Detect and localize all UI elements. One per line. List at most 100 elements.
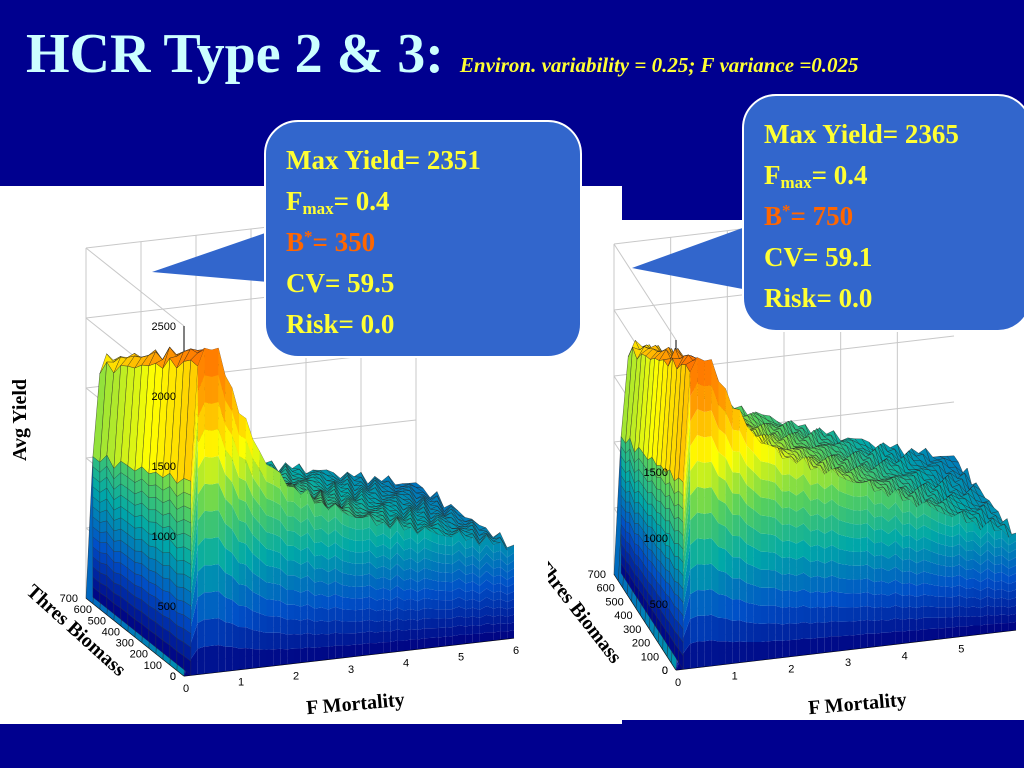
front-face-cell [349,644,356,657]
front-face-cell [994,538,1002,549]
front-face-cell [739,409,747,446]
front-face-cell [486,597,494,609]
front-face-cell [232,552,239,585]
front-face-cell [383,587,391,601]
front-face-cell [280,536,288,561]
front-face-cell [321,502,329,523]
front-face-cell [486,632,494,642]
front-face-cell [810,591,818,609]
front-face-cell [445,536,453,547]
front-face-cell [761,605,769,624]
front-face-cell [287,545,294,561]
z-tick-label: 2000 [152,391,176,403]
front-face-cell [916,571,924,586]
front-face-cell [390,640,398,653]
front-face-cell [746,583,754,605]
front-face-cell [445,609,453,619]
bstar-sup: * [304,227,313,246]
front-face-cell [438,562,446,573]
x-tick-label: 2 [788,664,794,676]
front-face-cell [980,596,988,609]
front-face-cell [438,600,446,610]
front-face-cell [259,631,267,650]
front-face-cell [860,481,868,497]
front-face-cell [239,584,246,607]
front-face-cell [796,605,804,624]
front-face-cell [761,533,769,552]
front-face-cell [796,523,804,544]
front-face-cell [732,641,740,664]
front-face-cell [938,585,946,598]
front-face-cell [753,623,761,642]
front-face-cell [860,509,868,525]
front-face-cell [895,618,903,632]
front-face-cell [994,563,1002,574]
front-face-cell [994,614,1002,625]
front-face-cell [404,537,411,551]
front-face-cell [753,585,761,606]
front-face-cell [838,549,846,565]
front-face-cell [987,587,995,599]
front-face-cell [335,619,343,634]
front-face-cell [902,570,910,584]
front-face-cell [479,535,487,554]
front-face-cell [232,458,239,499]
front-face-cell [465,607,473,618]
front-face-cell [445,554,453,565]
front-face-cell [459,569,466,584]
front-face-cell [902,499,910,513]
front-face-cell [211,429,219,458]
front-face-cell [931,562,939,576]
front-face-cell [810,637,818,655]
front-face-cell [493,623,501,633]
front-face-cell [355,575,363,587]
front-face-cell [472,599,480,610]
surface-chart-left: 0 500 1000 1500 2000 2500 0 1 2 3 4 5 6 0 100 200 300 400… [0,186,622,724]
front-face-cell [486,544,494,561]
front-face-cell [314,568,322,583]
front-face-cell [500,542,508,558]
front-face-cell [266,582,274,600]
title-subtitle: Environ. variability = 0.25; F variance … [459,53,859,77]
front-face-cell [987,614,995,625]
front-face-cell [895,566,903,584]
front-face-cell [916,606,924,620]
front-face-cell [931,540,939,554]
front-face-cell [404,578,411,591]
front-face-cell [493,550,501,561]
front-face-cell [753,471,761,498]
front-face-cell [916,594,924,609]
front-face-cell [711,512,719,547]
front-face-cell [782,640,790,658]
front-face-cell [768,569,776,589]
front-face-cell [874,567,882,583]
front-face-cell [718,641,726,665]
front-face-cell [376,533,384,548]
front-face-cell [452,597,459,610]
front-face-cell [831,575,839,593]
front-face-cell [853,524,861,539]
front-face-cell [888,592,896,608]
front-face-cell [314,581,322,596]
front-face-cell [711,436,719,476]
front-face-cell [507,614,514,625]
z-tick-label: 1000 [644,533,668,545]
front-face-cell [397,574,404,591]
front-face-cell [493,615,501,625]
fmax-value: = 0.4 [333,186,390,216]
front-face-cell [966,559,974,570]
front-face-cell [465,590,473,601]
front-face-cell [853,579,861,594]
front-face-cell [973,616,981,626]
front-face-cell [973,559,981,574]
front-face-cell [952,523,960,537]
front-face-cell [479,606,487,618]
front-face-cell [923,513,931,530]
front-face-cell [328,529,336,548]
front-face-cell [768,640,776,660]
front-face-cell [697,615,705,642]
front-face-cell [931,606,939,618]
front-face-cell [867,619,875,634]
front-face-cell [803,523,811,547]
front-face-cell [321,646,329,661]
